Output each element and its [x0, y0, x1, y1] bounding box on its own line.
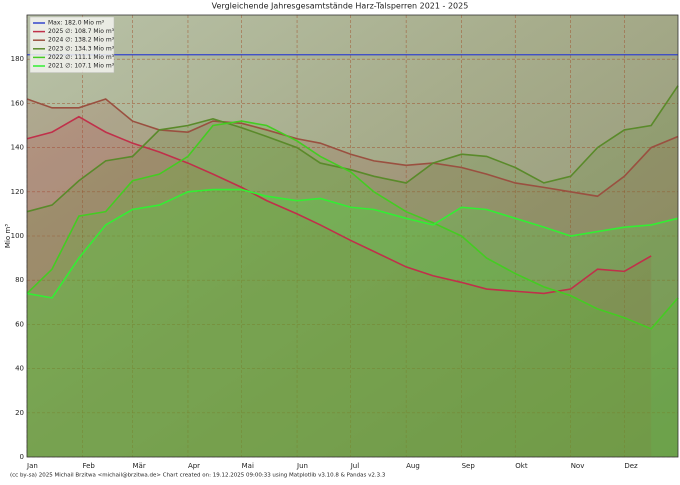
series-line	[26, 188, 679, 299]
legend-label: 2025 ∅: 108.7 Mio m³	[48, 28, 115, 35]
legend-box	[29, 16, 115, 73]
series-line	[26, 120, 679, 330]
y-tick-label: 0	[20, 453, 24, 461]
legend-label: 2021 ∅: 107.1 Mio m³	[48, 63, 115, 70]
area-fill	[27, 189, 678, 457]
area-fill	[27, 121, 678, 457]
x-tick-label: Mai	[242, 462, 254, 470]
area-fill	[27, 116, 652, 457]
x-tick-label: Jul	[350, 462, 360, 470]
y-tick-label: 80	[15, 276, 24, 284]
x-tick-label: Mär	[133, 462, 146, 470]
footer: (cc by-sa) 2025 Michail Brzitwa <michail…	[10, 473, 386, 479]
plot-frame	[26, 14, 679, 458]
legend-label: 2024 ∅: 138.2 Mio m³	[48, 37, 115, 44]
x-tick-label: Nov	[571, 462, 585, 470]
x-tick-label: Okt	[515, 462, 528, 470]
x-tick-label: Jun	[296, 462, 308, 470]
y-tick-label: 40	[15, 365, 24, 373]
series-line	[26, 85, 679, 213]
area-fill	[27, 98, 678, 457]
y-tick-label: 160	[11, 99, 24, 107]
legend-label: Max: 182.0 Mio m³	[48, 20, 105, 27]
y-tick-label: 100	[11, 232, 24, 240]
x-tick-label: Jan	[26, 462, 38, 470]
chart-title: Vergleichende Jahresgesamtstände Harz-Ta…	[212, 2, 469, 11]
x-tick-label: Feb	[82, 462, 95, 470]
x-tick-label: Aug	[406, 462, 420, 470]
y-tick-label: 60	[15, 320, 24, 328]
y-tick-label: 140	[11, 144, 24, 152]
y-tick-label: 120	[11, 188, 24, 196]
series-line	[26, 98, 679, 198]
y-tick-label: 180	[11, 55, 24, 63]
series-line	[26, 115, 652, 295]
area-fill	[27, 85, 678, 457]
x-tick-label: Dez	[624, 462, 638, 470]
x-tick-label: Apr	[188, 462, 200, 470]
legend-label: 2023 ∅: 134.3 Mio m³	[48, 45, 115, 52]
y-axis-label: Mio m³	[4, 224, 12, 248]
legend-label: 2022 ∅: 111.1 Mio m³	[48, 54, 115, 61]
y-tick-label: 20	[15, 409, 24, 417]
x-tick-label: Sep	[462, 462, 476, 470]
